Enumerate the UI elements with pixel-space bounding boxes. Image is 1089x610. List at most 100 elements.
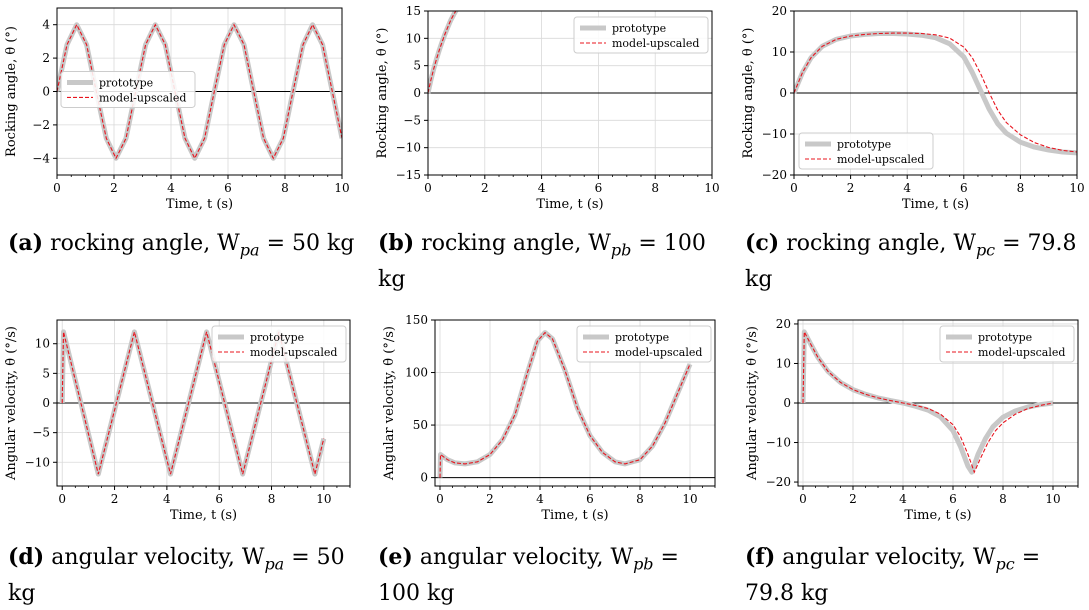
- y-tick-label: −2: [32, 118, 50, 132]
- caption-text: rocking angle, W: [421, 231, 611, 256]
- x-tick-label: 8: [999, 492, 1007, 506]
- y-tick-label: −4: [32, 151, 50, 165]
- x-axis-label: Time, t (s): [166, 197, 233, 212]
- x-tick-label: 10: [1069, 181, 1084, 195]
- legend: prototype model-upscaled: [798, 132, 934, 170]
- caption-text: angular velocity, W: [51, 545, 265, 570]
- x-tick-label: 2: [486, 492, 494, 506]
- y-tick-label: 10: [772, 45, 787, 59]
- plot-frame: [434, 319, 716, 487]
- y-tick-label: −10: [396, 141, 421, 155]
- caption-rest: = 100 kg: [378, 231, 706, 293]
- caption-e: (e) angular velocity, Wpb = 100 kg: [378, 542, 723, 609]
- caption-sub: pc: [975, 240, 996, 260]
- caption-sub: pa: [239, 240, 260, 260]
- y-tick-label: 4: [42, 18, 50, 32]
- y-tick-label: 50: [413, 418, 428, 432]
- legend-label: prototype: [837, 138, 891, 151]
- x-tick-label: 10: [316, 492, 331, 506]
- y-tick-label: −15: [396, 168, 421, 182]
- y-tick-label: 20: [776, 317, 791, 331]
- x-tick-label: 10: [682, 492, 697, 506]
- x-tick-label: 4: [903, 181, 911, 195]
- series-line-model-upscaled: [61, 331, 325, 475]
- y-tick-label: 0: [420, 471, 428, 485]
- y-tick-label: 10: [776, 356, 791, 370]
- caption-rest: = 79.8 kg: [745, 231, 1077, 293]
- x-tick-label: 0: [424, 181, 432, 195]
- x-tick-label: 0: [436, 492, 444, 506]
- caption-rest: = 79.8 kg: [745, 545, 1041, 607]
- y-tick-label: −5: [403, 113, 421, 127]
- y-tick-label: 20: [772, 4, 787, 18]
- legend-label: model-upscaled: [837, 153, 924, 166]
- chart-a-rocking-angle: 0 2 4 6 8 10 −4 −2 0 2 4 Time, t (s) Rocking angle, …: [4, 7, 350, 212]
- x-tick-label: 10: [1045, 492, 1060, 506]
- x-tick-label: 10: [704, 181, 719, 195]
- legend-label: prototype: [978, 331, 1032, 344]
- y-tick-label: 0: [42, 85, 50, 99]
- x-tick-label: 2: [849, 492, 857, 506]
- legend: prototype model-upscaled: [573, 16, 709, 54]
- y-tick-label: 100: [405, 366, 428, 380]
- caption-sub: pb: [610, 240, 632, 260]
- x-tick-label: 0: [799, 492, 807, 506]
- caption-rest: = 100 kg: [378, 545, 679, 607]
- legend-box: [798, 132, 934, 170]
- y-tick-label: 5: [413, 59, 421, 73]
- legend-label: model-upscaled: [615, 346, 702, 359]
- legend-label: model-upscaled: [250, 346, 337, 359]
- x-tick-label: 4: [899, 492, 907, 506]
- y-tick-label: 150: [405, 313, 428, 327]
- x-tick-label: 2: [111, 492, 119, 506]
- x-tick-label: 4: [167, 181, 175, 195]
- y-tick-label: −10: [766, 436, 791, 450]
- x-tick-label: 2: [110, 181, 118, 195]
- y-axis-label: Angular velocity, θ̇ (°/s): [745, 326, 760, 481]
- y-tick-label: 0: [779, 86, 787, 100]
- legend-label: prototype: [612, 22, 666, 35]
- y-tick-label: −10: [25, 455, 50, 469]
- y-tick-label: 0: [413, 86, 421, 100]
- caption-text: angular velocity, W: [782, 545, 996, 570]
- y-axis-label: Rocking angle, θ (°): [4, 26, 19, 157]
- y-tick-label: 0: [42, 396, 50, 410]
- x-tick-label: 8: [281, 181, 289, 195]
- x-tick-label: 4: [163, 492, 171, 506]
- y-axis-label: Rocking angle, θ (°): [741, 28, 756, 159]
- y-tick-label: 10: [406, 31, 421, 45]
- x-tick-label: 0: [53, 181, 61, 195]
- caption-a: (a) rocking angle, Wpa = 50 kg: [8, 228, 358, 265]
- series-line-prototype: [428, 11, 459, 94]
- x-tick-label: 0: [58, 492, 66, 506]
- legend: prototype model-upscaled: [576, 325, 712, 363]
- y-tick-label: −20: [762, 168, 787, 182]
- series-line-model-upscaled: [57, 23, 342, 160]
- caption-tag: (f): [745, 544, 776, 570]
- caption-sub: pc: [995, 554, 1015, 574]
- x-axis-label: Time, t (s): [536, 197, 603, 212]
- caption-tag: (c): [745, 230, 780, 256]
- series-line-model-upscaled: [439, 331, 691, 478]
- x-axis-label: Time, t (s): [541, 508, 608, 523]
- caption-tag: (b): [378, 230, 415, 256]
- x-tick-label: 6: [215, 492, 223, 506]
- y-tick-label: 2: [42, 51, 50, 65]
- series-line-model-upscaled: [794, 32, 1077, 153]
- caption-d: (d) angular velocity, Wpa = 50 kg: [8, 542, 358, 609]
- legend-box: [939, 325, 1075, 363]
- x-tick-label: 10: [334, 181, 349, 195]
- x-axis-label: Time, t (s): [904, 508, 971, 523]
- caption-tag: (d): [8, 544, 45, 570]
- caption-sub: pb: [633, 554, 654, 574]
- caption-f: (f) angular velocity, Wpc = 79.8 kg: [745, 542, 1085, 609]
- x-tick-label: 6: [224, 181, 232, 195]
- legend-box: [60, 70, 196, 108]
- x-tick-label: 8: [1017, 181, 1025, 195]
- caption-text: rocking angle, W: [50, 231, 240, 256]
- caption-text: angular velocity, W: [419, 545, 634, 570]
- x-tick-label: 6: [595, 181, 603, 195]
- caption-c: (c) rocking angle, Wpc = 79.8 kg: [745, 228, 1085, 295]
- series-line-model-upscaled: [428, 11, 457, 94]
- legend-box: [211, 325, 347, 363]
